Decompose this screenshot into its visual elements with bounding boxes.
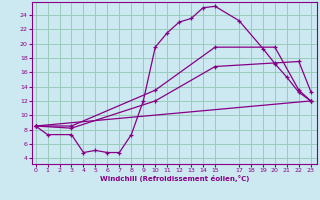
X-axis label: Windchill (Refroidissement éolien,°C): Windchill (Refroidissement éolien,°C) <box>100 175 249 182</box>
